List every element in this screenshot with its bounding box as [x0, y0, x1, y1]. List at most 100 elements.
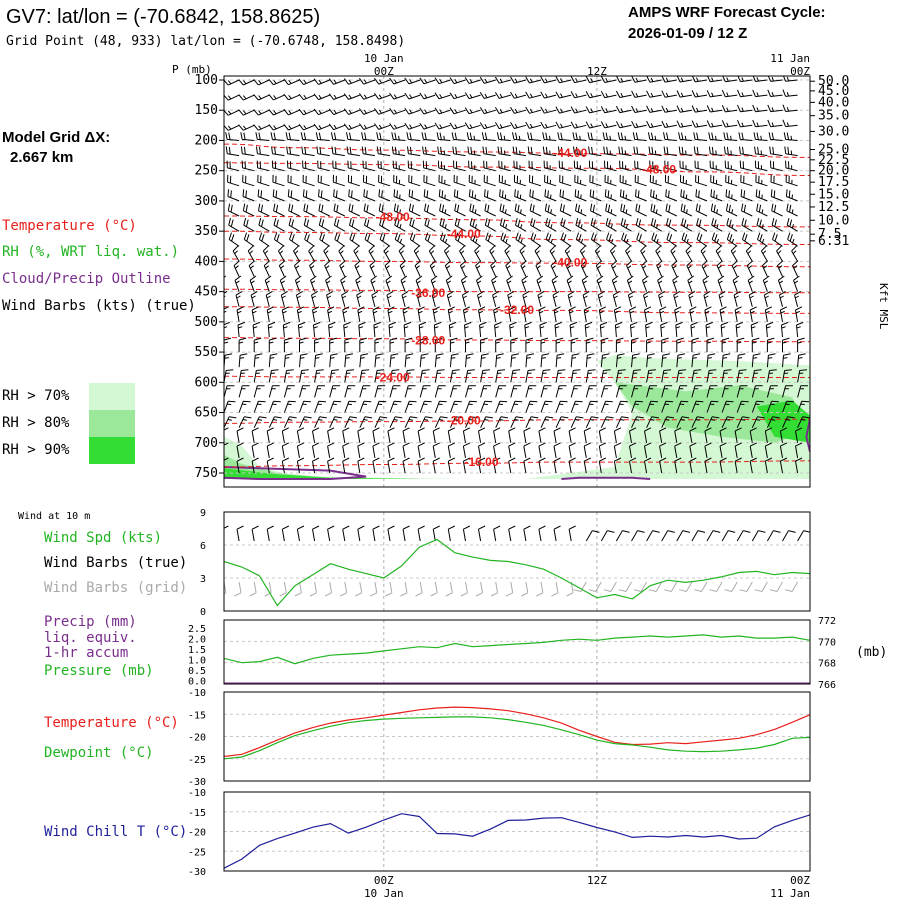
- wind-barb: [751, 385, 763, 398]
- wind-barb: [416, 290, 424, 307]
- wind-barb: [701, 260, 708, 277]
- wind-barb: [262, 245, 270, 262]
- wind-barb: [680, 174, 693, 187]
- wind-barb: [294, 581, 302, 597]
- wind-barb: [303, 203, 315, 217]
- wind-barb: [794, 290, 801, 307]
- wind-barb: [619, 160, 632, 172]
- top-day-label: 10 Jan: [364, 52, 404, 65]
- wind-barb: [719, 427, 727, 443]
- wind-barb: [797, 416, 810, 428]
- wind-barb: [478, 525, 486, 542]
- wind-barb: [338, 245, 346, 262]
- wind-barb: [721, 337, 730, 353]
- wind-barb: [523, 442, 531, 458]
- bottom-hour-label: 12Z: [587, 874, 607, 887]
- legend-item: Temperature (°C): [2, 218, 137, 234]
- wind-barb: [651, 232, 662, 247]
- top-hour-label: 12Z: [587, 65, 607, 78]
- wind-barb: [343, 321, 351, 338]
- isotherm-line: [224, 215, 810, 228]
- wind-barb: [564, 245, 572, 262]
- rh-legend-label: RH > 90%: [2, 442, 70, 458]
- wind-barb: [715, 245, 723, 262]
- wind-barb: [691, 400, 704, 413]
- wind-barb: [710, 203, 723, 217]
- wind-barb: [588, 146, 602, 157]
- isotherm-label: -32.00: [500, 303, 534, 317]
- wind-barb: [776, 260, 784, 277]
- wind-barb: [402, 525, 410, 542]
- wind-barb: [227, 203, 240, 217]
- isotherm-label: -28.00: [411, 334, 445, 348]
- wind-barb: [324, 260, 331, 277]
- wind-barb: [615, 385, 627, 398]
- wind-barb: [283, 416, 297, 428]
- wind-barb: [238, 337, 247, 353]
- wind-barb: [664, 581, 678, 592]
- height-tick-label: 20.0: [818, 164, 849, 179]
- wind-barb: [287, 189, 300, 202]
- wind-barb: [797, 369, 807, 383]
- wind-barb: [421, 132, 436, 141]
- wind-barb: [648, 581, 663, 592]
- wind-barb: [344, 385, 356, 398]
- wind-barb: [507, 290, 515, 307]
- wind-barb: [417, 525, 425, 542]
- wind-barb: [665, 217, 678, 232]
- wind-barb: [644, 306, 652, 322]
- wind-barb: [629, 427, 637, 443]
- wind-barb: [347, 160, 360, 172]
- wind-barb: [534, 245, 542, 262]
- wind-barb: [283, 123, 300, 131]
- wind-barb: [449, 122, 466, 130]
- wind-barb: [681, 217, 693, 232]
- wind-barb: [266, 457, 274, 474]
- wind-barb: [447, 457, 456, 474]
- wind-barb: [374, 337, 383, 353]
- wind-barb: [302, 174, 315, 187]
- wind-barb: [655, 245, 663, 262]
- wind-barb: [766, 353, 776, 368]
- wind-barb: [247, 245, 255, 262]
- wind-barb: [224, 124, 240, 131]
- wind-barb: [238, 400, 251, 413]
- pressure-tick-label: 550: [195, 345, 218, 360]
- wind-barb: [424, 217, 436, 232]
- wind-barb: [266, 306, 274, 322]
- wind-barb: [500, 232, 512, 247]
- wind-barb: [771, 203, 783, 217]
- wind-barb: [393, 189, 406, 202]
- wind-barb: [585, 385, 597, 398]
- wind-barb: [569, 321, 578, 338]
- wind-barb: [589, 174, 602, 187]
- wind-barb: [419, 337, 428, 353]
- wind-barb: [428, 245, 436, 262]
- wind-barb: [344, 353, 353, 368]
- wind-barb: [449, 369, 460, 383]
- wind-barb: [424, 232, 436, 247]
- wind-barb: [494, 122, 511, 130]
- wind-barb: [389, 416, 403, 428]
- wind-barb: [434, 353, 444, 368]
- wind-barb: [527, 146, 542, 157]
- wind-barb: [400, 581, 408, 597]
- wind-barb: [631, 400, 643, 413]
- wind-barb: [644, 442, 652, 458]
- wind-barb: [404, 385, 416, 398]
- wind-barb: [433, 321, 442, 338]
- height-tick-label: 30.0: [818, 124, 849, 139]
- wind-barb: [545, 217, 557, 232]
- wind-barb: [510, 337, 518, 353]
- wind-barb: [657, 275, 664, 292]
- wind-barb: [232, 245, 240, 262]
- wind-barb: [434, 416, 448, 428]
- windchill-tick-label: -30: [188, 867, 206, 878]
- wind-barb: [485, 232, 496, 247]
- model-grid-value: 2.667 km: [10, 149, 73, 166]
- wind-barb: [782, 353, 791, 368]
- wind-barb: [224, 95, 225, 96]
- wind-barb: [404, 77, 421, 85]
- wind-barb: [785, 189, 798, 202]
- wind-barb: [550, 260, 557, 277]
